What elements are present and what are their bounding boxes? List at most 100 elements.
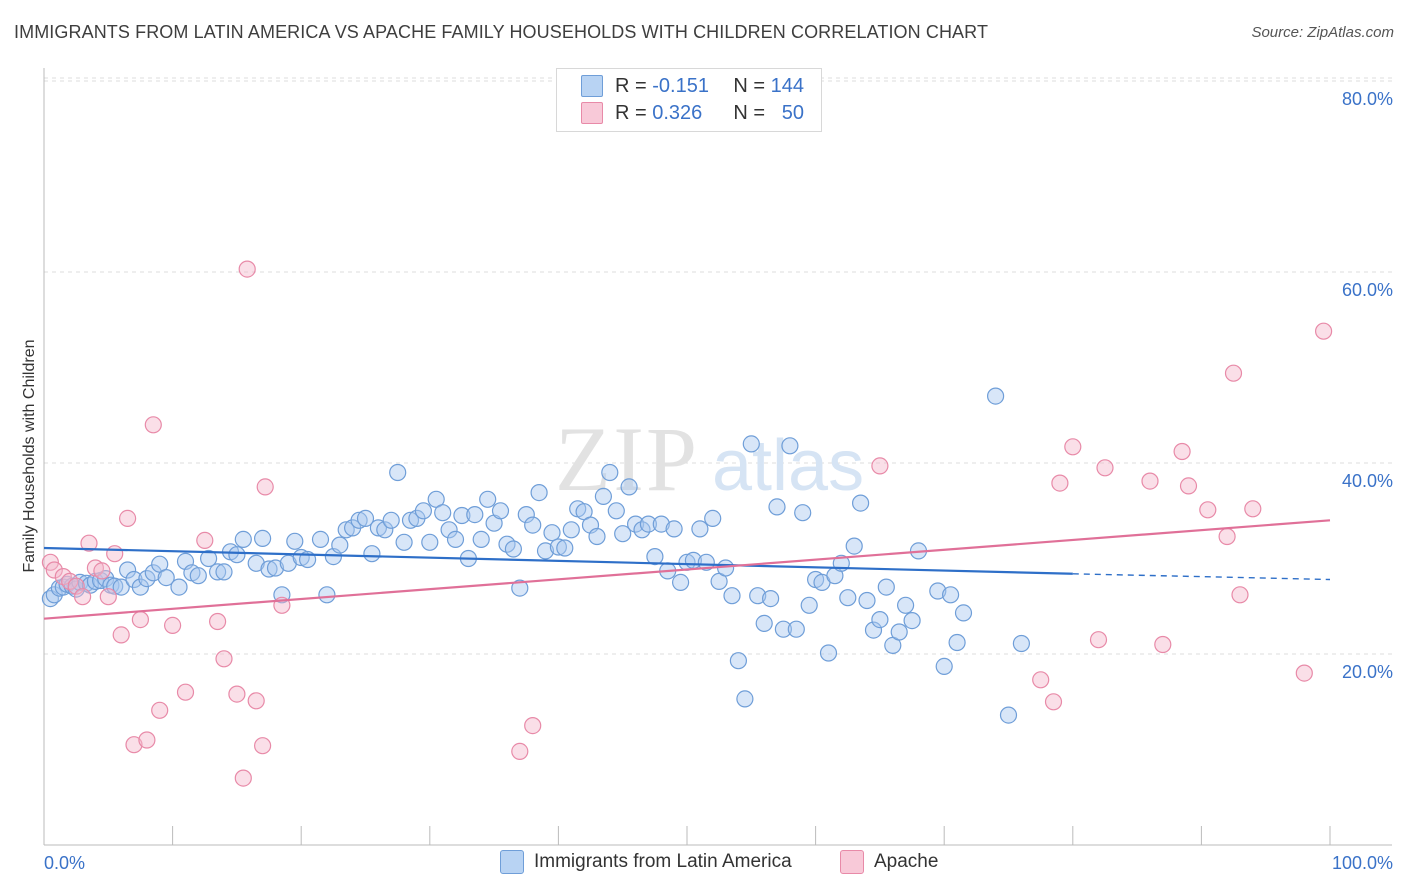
data-point-apache: [1044, 693, 1063, 711]
data-point-immigrants: [652, 515, 670, 533]
data-point-apache: [1199, 501, 1217, 519]
data-point-apache: [138, 731, 156, 749]
data-point-apache: [106, 545, 124, 563]
data-point-immigrants: [260, 560, 278, 578]
legend-label-immigrants: Immigrants from Latin America: [534, 851, 792, 872]
data-point-immigrants: [446, 530, 465, 549]
data-point-immigrants: [671, 573, 690, 592]
legend-n-value: 144: [770, 74, 804, 97]
data-point-immigrants: [768, 498, 786, 516]
y-tick-label: 60.0%: [1342, 280, 1393, 300]
axes: [43, 68, 1392, 846]
data-point-immigrants: [877, 578, 895, 596]
data-point-apache: [228, 685, 246, 703]
data-point-immigrants: [800, 596, 818, 614]
data-point-immigrants: [1012, 634, 1031, 653]
data-point-immigrants: [774, 620, 793, 638]
data-point-immigrants: [138, 569, 156, 588]
data-point-immigrants: [864, 621, 883, 639]
data-point-immigrants: [755, 614, 773, 633]
data-point-apache: [234, 769, 252, 787]
data-point-immigrants: [131, 578, 149, 596]
data-point-immigrants: [607, 502, 625, 520]
data-point-immigrants: [556, 539, 574, 557]
data-point-apache: [1179, 477, 1198, 495]
data-point-immigrants: [723, 587, 741, 605]
x-tick-label: 100.0%: [1332, 853, 1393, 873]
legend-swatch-blue: [581, 75, 603, 97]
chart-title: IMMIGRANTS FROM LATIN AMERICA VS APACHE …: [14, 22, 989, 42]
data-point-immigrants: [421, 533, 439, 551]
data-point-immigrants: [395, 533, 413, 551]
data-point-immigrants: [363, 545, 381, 563]
data-point-immigrants: [646, 547, 664, 566]
data-point-immigrants: [350, 511, 368, 529]
data-point-immigrants: [549, 538, 568, 556]
data-point-immigrants: [941, 586, 960, 604]
data-point-apache: [80, 534, 98, 552]
y-tick-label: 20.0%: [1342, 662, 1393, 682]
data-point-apache: [215, 650, 233, 668]
data-point-apache: [1064, 438, 1082, 456]
trend-line-immigrants: [43, 546, 1073, 575]
data-point-immigrants: [453, 506, 471, 525]
data-point-immigrants: [144, 564, 162, 582]
data-point-immigrants: [639, 515, 658, 533]
data-point-immigrants: [536, 542, 555, 560]
watermark: ZIP atlas: [555, 408, 864, 510]
series-legend: Immigrants from Latin America Apache: [0, 850, 1406, 880]
data-point-immigrants: [742, 435, 760, 453]
data-point-immigrants: [614, 525, 632, 543]
data-point-immigrants: [736, 690, 754, 708]
source-label: Source: ZipAtlas.com: [1251, 24, 1394, 41]
data-point-immigrants: [112, 578, 130, 596]
watermark-atlas: atlas: [712, 426, 864, 506]
trend-line-immigrants-extension: [1072, 573, 1331, 581]
data-point-immigrants: [858, 591, 876, 610]
data-point-immigrants: [954, 604, 973, 622]
legend-row-apache: R = 0.326 N = 50: [581, 100, 804, 126]
data-point-immigrants: [601, 463, 619, 482]
data-point-immigrants: [530, 484, 548, 502]
data-point-immigrants: [440, 521, 458, 539]
data-point-immigrants: [106, 577, 124, 595]
x-tick-label: 0.0%: [44, 853, 85, 873]
legend-r-label: R =: [615, 101, 647, 124]
data-point-apache: [41, 553, 60, 571]
legend-item-apache: Apache: [840, 850, 938, 874]
data-point-immigrants: [524, 516, 542, 534]
data-point-apache: [67, 577, 85, 595]
y-tick-label: 80.0%: [1342, 89, 1393, 109]
data-point-apache: [254, 737, 272, 755]
data-point-immigrants: [209, 563, 227, 581]
legend-n-label: N =: [733, 101, 766, 124]
data-point-apache: [238, 260, 256, 278]
y-tick-label: 40.0%: [1342, 471, 1393, 491]
data-point-immigrants: [389, 463, 407, 482]
data-point-apache: [164, 616, 182, 635]
legend-swatch-blue: [500, 850, 524, 874]
data-point-apache: [1231, 586, 1249, 604]
data-point-immigrants: [845, 537, 863, 555]
data-point-immigrants: [839, 589, 857, 607]
data-point-apache: [1173, 442, 1191, 461]
legend-n-label: N =: [733, 74, 766, 97]
data-point-apache: [871, 457, 889, 475]
data-point-immigrants: [594, 487, 613, 505]
data-point-immigrants: [819, 644, 838, 662]
data-point-apache: [196, 531, 214, 550]
data-point-immigrants: [948, 633, 966, 652]
series-immigrants-points: [41, 387, 1031, 724]
legend-item-immigrants: Immigrants from Latin America: [500, 850, 792, 874]
data-point-immigrants: [929, 582, 947, 600]
legend-r-label: R =: [615, 74, 647, 97]
data-point-immigrants: [318, 586, 336, 604]
data-point-apache: [1314, 322, 1333, 340]
data-point-immigrants: [200, 549, 218, 568]
data-point-immigrants: [382, 511, 400, 529]
data-point-immigrants: [999, 706, 1018, 724]
data-point-immigrants: [331, 536, 349, 554]
data-point-apache: [1154, 635, 1172, 654]
data-point-immigrants: [234, 530, 252, 549]
data-point-immigrants: [369, 519, 387, 537]
